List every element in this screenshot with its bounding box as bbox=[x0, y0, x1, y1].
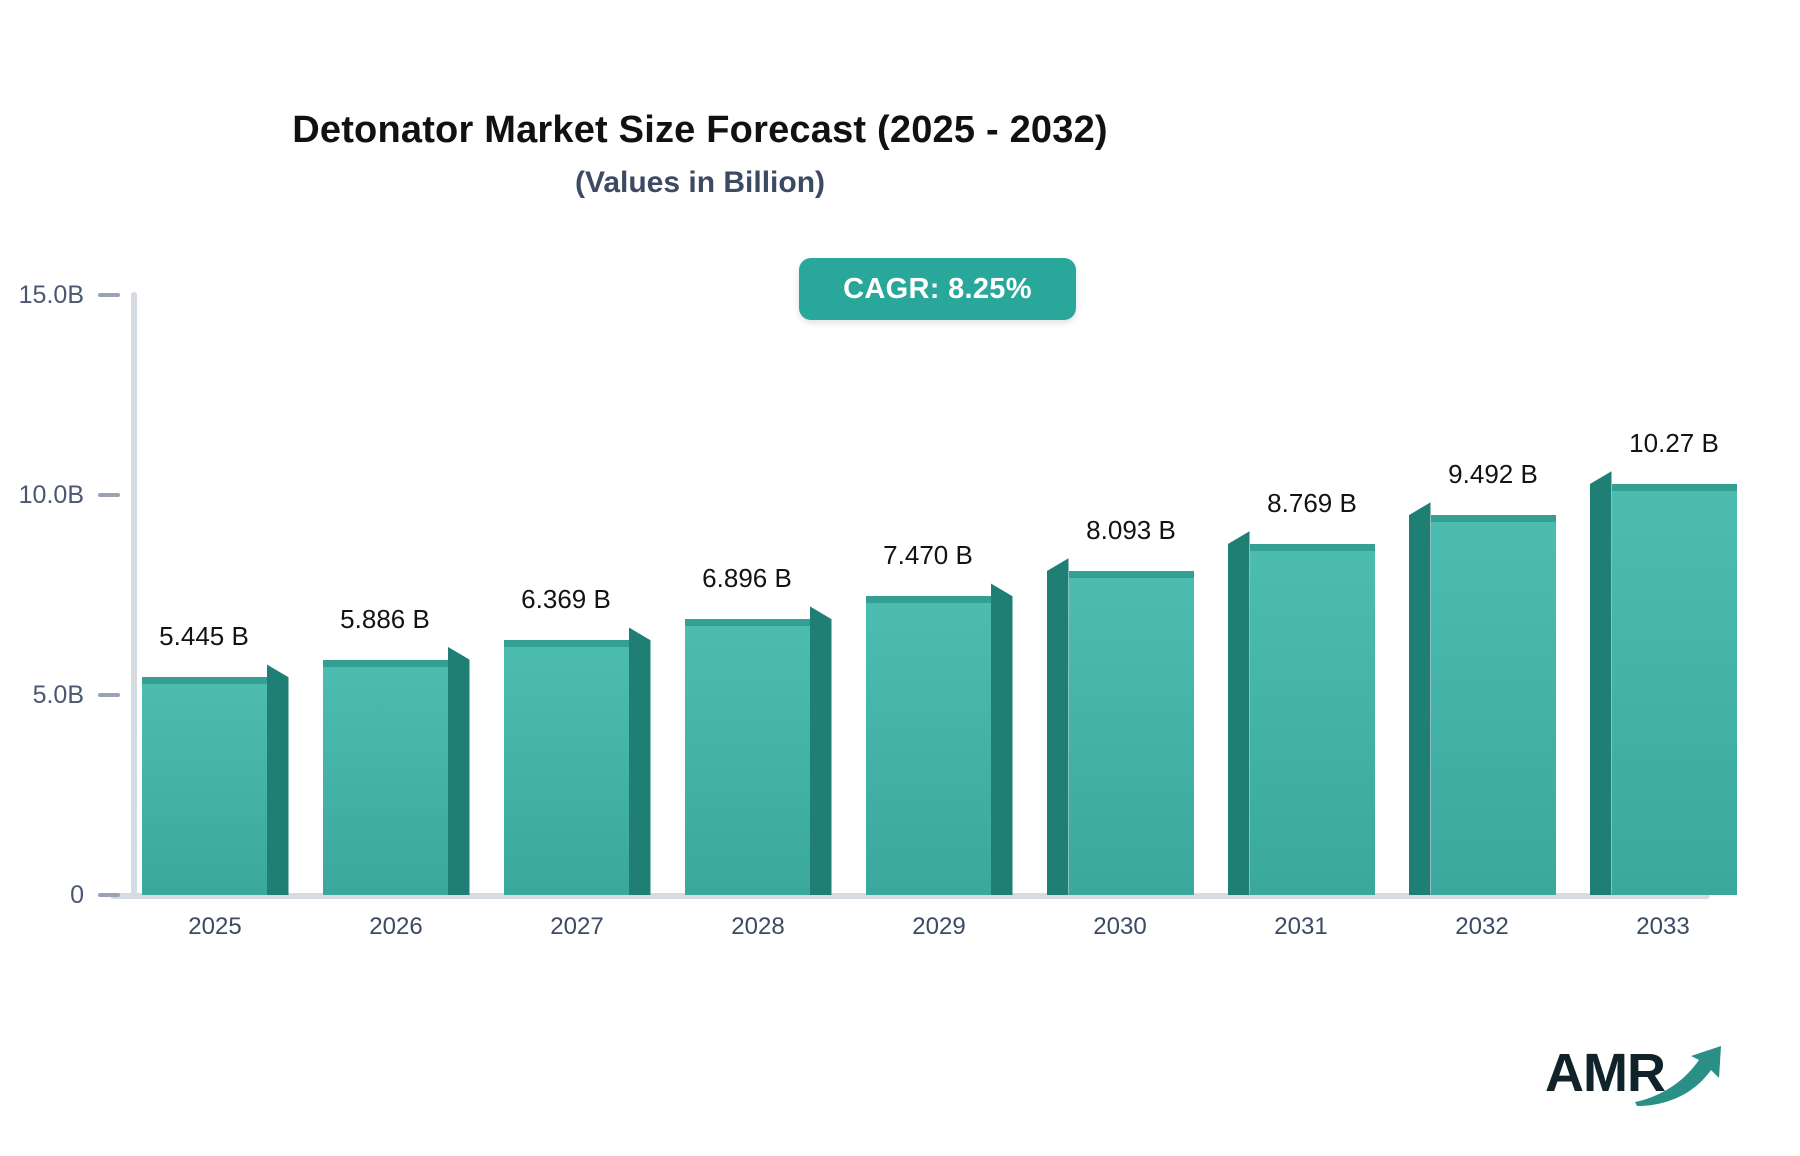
bar-side-face bbox=[447, 646, 470, 895]
x-axis-label: 2030 bbox=[1093, 913, 1147, 940]
bar[interactable] bbox=[503, 640, 629, 895]
cagr-badge-label: CAGR: 8.25% bbox=[843, 272, 1032, 305]
bar-value-label: 8.769 B bbox=[1267, 488, 1357, 519]
bar-group[interactable]: 10.27 B bbox=[1589, 428, 1737, 895]
x-axis-label: 2027 bbox=[550, 913, 604, 940]
bar-group[interactable]: 6.896 B bbox=[684, 563, 832, 895]
bar-group[interactable]: 6.369 B bbox=[503, 584, 651, 895]
x-axis-label: 2032 bbox=[1455, 913, 1509, 940]
y-axis-tick-label: 15.0B bbox=[18, 280, 84, 309]
bar-side-face bbox=[1227, 531, 1250, 895]
growth-arrow-icon bbox=[1633, 1042, 1733, 1117]
bar-top-face bbox=[1430, 515, 1556, 523]
bar-group[interactable]: 8.769 B bbox=[1227, 488, 1375, 895]
bar-value-label: 10.27 B bbox=[1629, 428, 1719, 459]
bar-value-label: 6.896 B bbox=[702, 563, 792, 594]
y-axis-tick-mark bbox=[98, 893, 120, 897]
x-axis-label: 2033 bbox=[1636, 913, 1690, 940]
bar-value-label: 8.093 B bbox=[1086, 515, 1176, 546]
bar[interactable] bbox=[1068, 571, 1194, 895]
y-axis-tick-mark bbox=[98, 293, 120, 297]
bar[interactable] bbox=[684, 619, 810, 895]
amr-logo-text: AMR bbox=[1545, 1043, 1666, 1103]
bar[interactable] bbox=[1611, 484, 1737, 895]
bar-value-label: 5.445 B bbox=[159, 621, 249, 652]
bar-group[interactable]: 5.886 B bbox=[322, 604, 470, 895]
y-axis-tick-label: 5.0B bbox=[32, 680, 84, 709]
bar-side-face bbox=[1408, 502, 1431, 895]
x-axis-line bbox=[110, 893, 1710, 899]
bar[interactable] bbox=[141, 677, 267, 895]
bar-side-face bbox=[809, 606, 832, 895]
bar-group[interactable]: 7.470 B bbox=[865, 540, 1013, 895]
x-axis-label: 2031 bbox=[1274, 913, 1328, 940]
bar-top-face bbox=[1611, 484, 1737, 492]
x-axis-label: 2025 bbox=[188, 913, 242, 940]
bar-top-face bbox=[865, 596, 991, 604]
bar-top-face bbox=[141, 677, 267, 685]
bar-side-face bbox=[1589, 471, 1612, 895]
bar-group[interactable]: 9.492 B bbox=[1408, 459, 1556, 895]
bar-side-face bbox=[628, 627, 651, 895]
bar-side-face bbox=[266, 664, 289, 895]
amr-logo: AMR bbox=[1545, 1042, 1735, 1112]
bar-group[interactable]: 5.445 B bbox=[141, 621, 289, 895]
bar-top-face bbox=[1249, 544, 1375, 552]
bar[interactable] bbox=[322, 659, 448, 895]
bar-value-label: 9.492 B bbox=[1448, 459, 1538, 490]
bar[interactable] bbox=[1430, 515, 1556, 895]
bar-value-label: 6.369 B bbox=[521, 584, 611, 615]
bar-value-label: 7.470 B bbox=[883, 540, 973, 571]
bar[interactable] bbox=[1249, 544, 1375, 895]
y-axis-tick-mark bbox=[98, 493, 120, 497]
bar-side-face bbox=[1046, 558, 1069, 895]
bar[interactable] bbox=[865, 596, 991, 895]
bar-value-label: 5.886 B bbox=[340, 603, 430, 634]
x-axis-label: 2029 bbox=[912, 913, 966, 940]
x-axis-label: 2026 bbox=[369, 913, 423, 940]
bar-top-face bbox=[1068, 571, 1194, 579]
y-axis-tick-label: 0 bbox=[70, 880, 84, 909]
y-axis-tick-mark bbox=[98, 693, 120, 697]
bar-top-face bbox=[684, 619, 810, 627]
bar-group[interactable]: 8.093 B bbox=[1046, 515, 1194, 895]
y-axis-line bbox=[131, 292, 137, 899]
bar-side-face bbox=[990, 583, 1013, 895]
bar-top-face bbox=[322, 659, 448, 667]
title-block: Detonator Market Size Forecast (2025 - 2… bbox=[0, 109, 1400, 200]
chart-subtitle: (Values in Billion) bbox=[574, 165, 826, 199]
x-axis-label: 2028 bbox=[731, 913, 785, 940]
y-axis-tick-label: 10.0B bbox=[18, 480, 84, 509]
chart-title: Detonator Market Size Forecast (2025 - 2… bbox=[292, 109, 1108, 151]
bar-top-face bbox=[503, 640, 629, 648]
cagr-badge: CAGR: 8.25% bbox=[799, 258, 1076, 320]
